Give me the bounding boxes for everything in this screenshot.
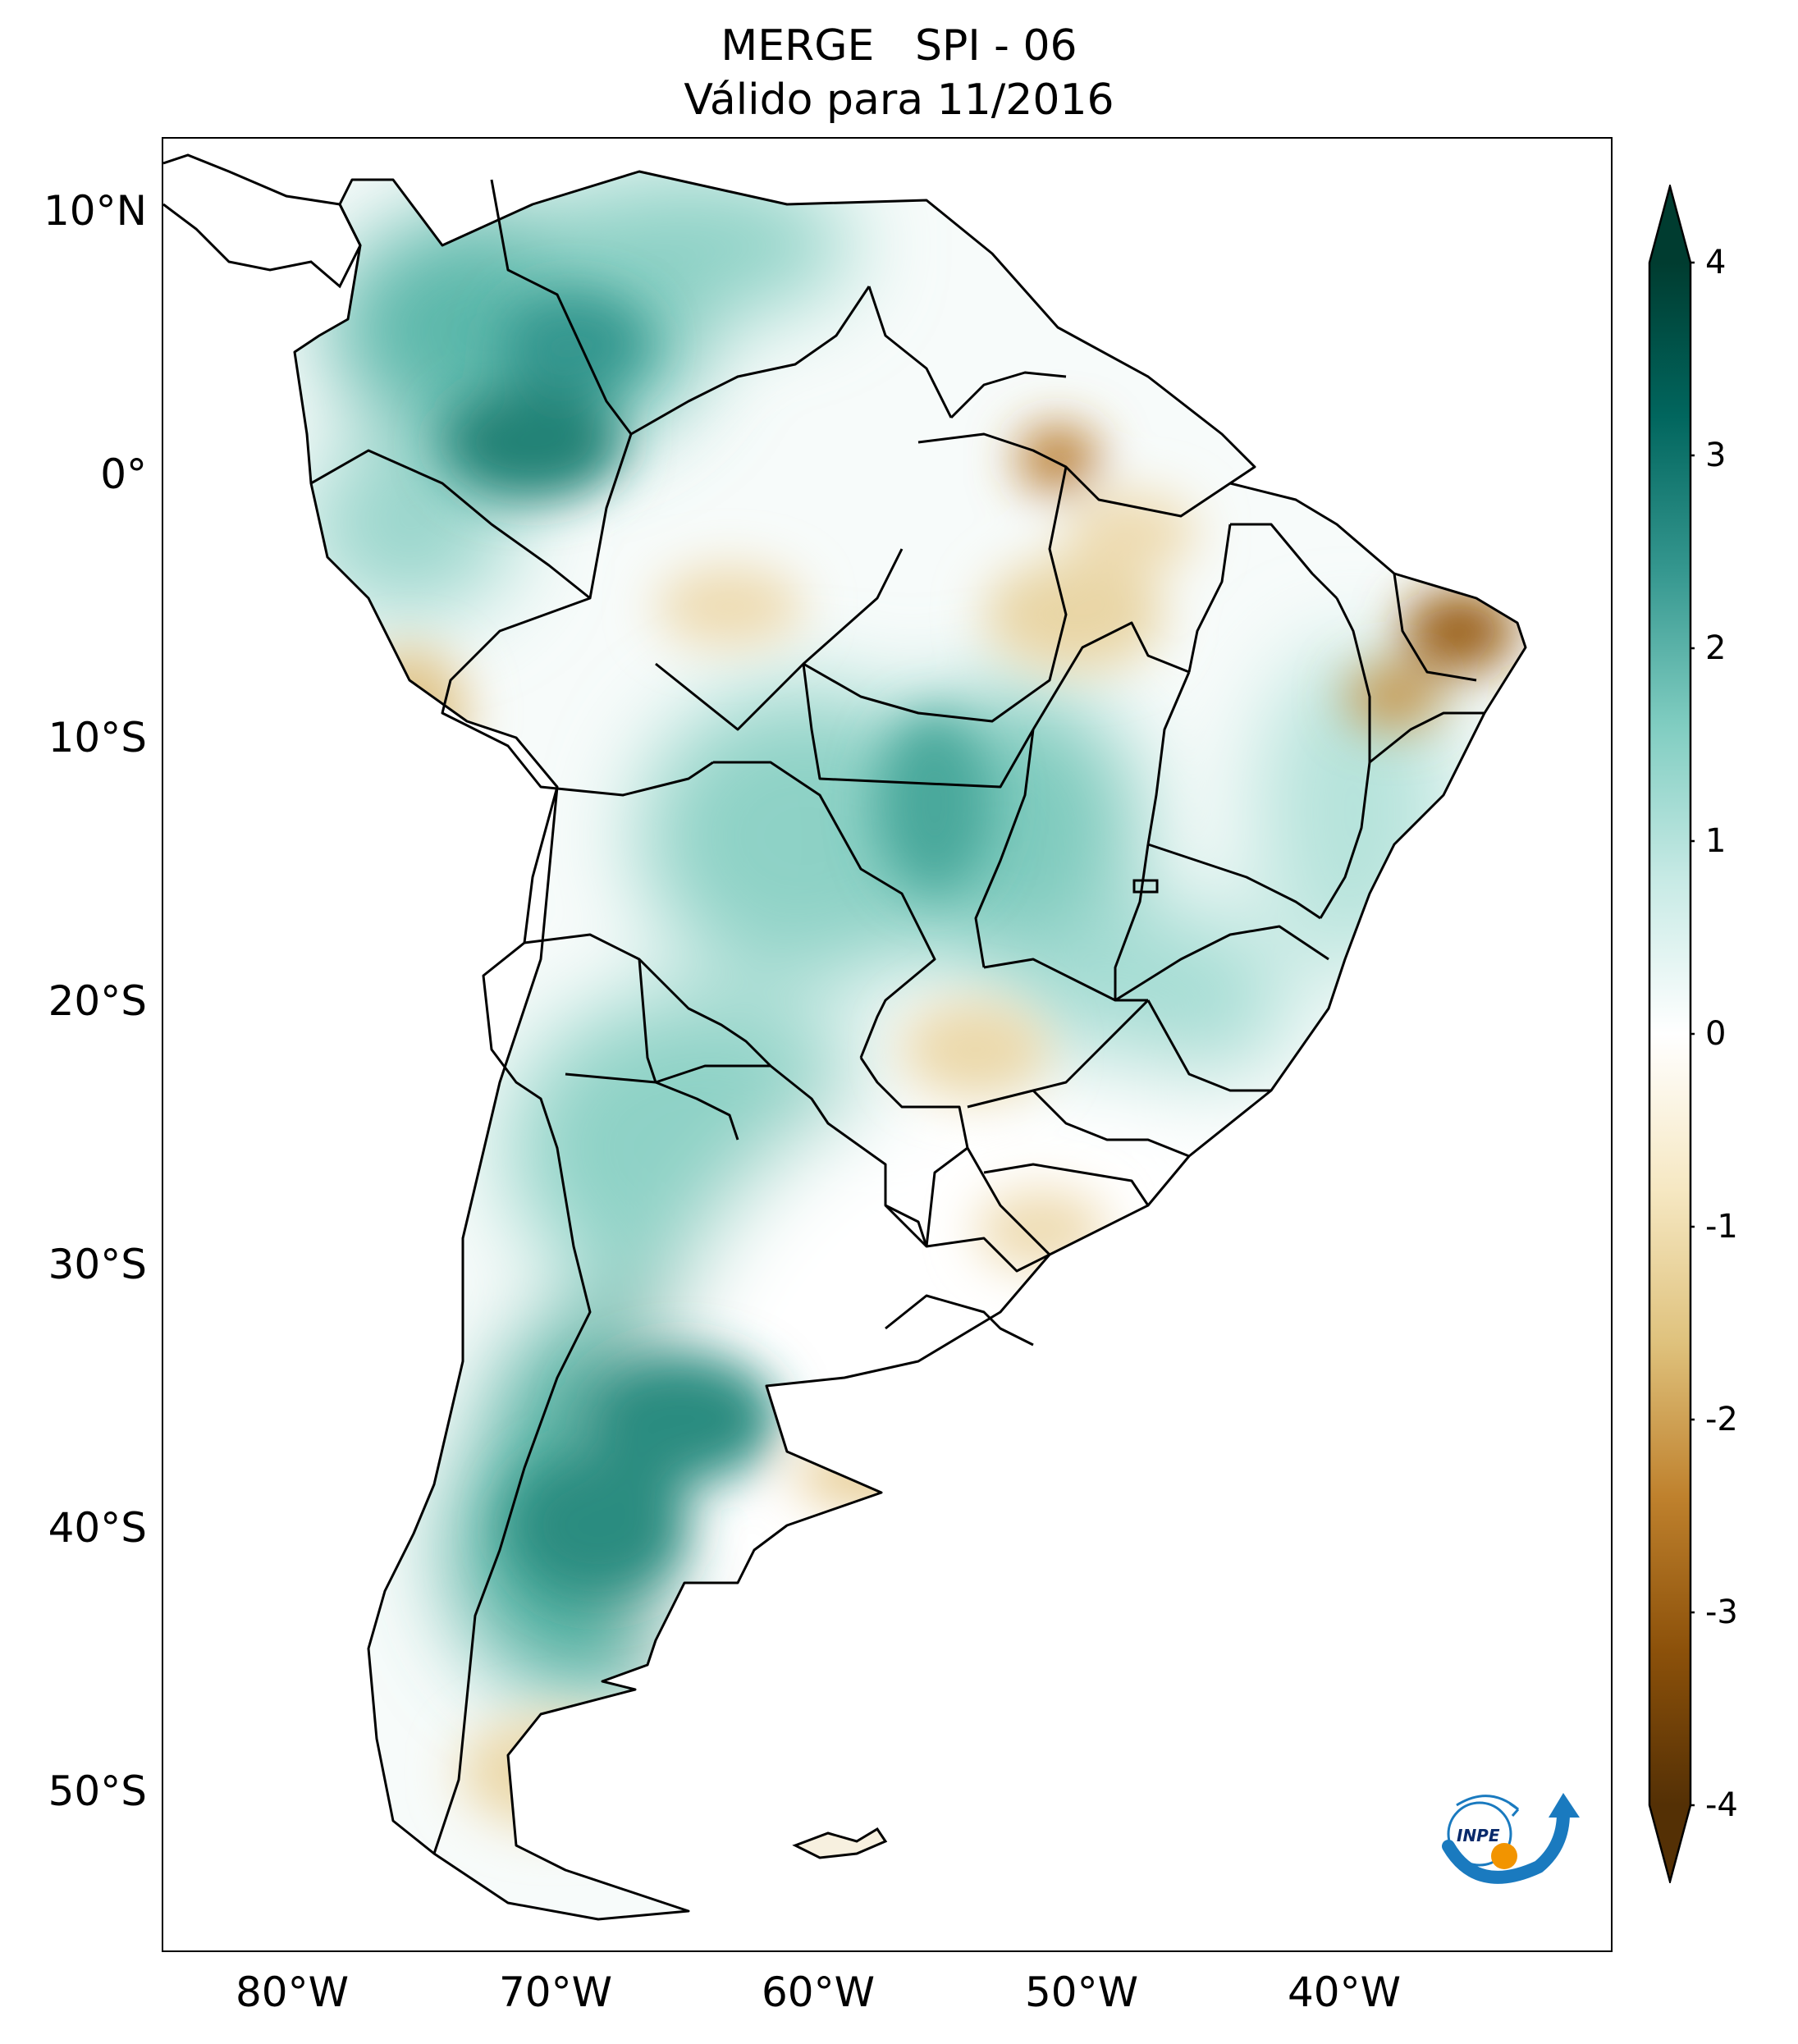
colorbar-tick-label: 1 [1705, 822, 1727, 860]
colorbar-tick-label: -3 [1705, 1594, 1738, 1631]
colorbar-extend-min [1649, 1805, 1690, 1882]
lat-tick-label: 10°N [43, 187, 147, 235]
lat-tick-label: 50°S [48, 1767, 147, 1815]
central-america-outline [163, 153, 362, 289]
coastline [293, 170, 1527, 1921]
lat-tick-label: 10°S [48, 714, 147, 761]
spi-colorbar [1648, 185, 1695, 1883]
colorbar-gradient [1649, 263, 1690, 1805]
lon-tick-label: 70°W [498, 1969, 613, 2016]
colorbar-tick-label: -1 [1705, 1208, 1738, 1246]
colorbar-tick-label: -2 [1705, 1401, 1738, 1438]
lon-tick-label: 60°W [761, 1969, 876, 2016]
political-borders [310, 179, 1485, 1854]
falkland-islands-outline [792, 1827, 888, 1859]
colorbar-tick-label: 3 [1705, 437, 1727, 474]
colorbar-tick-label: 2 [1705, 629, 1727, 667]
federal-district-outline [1132, 879, 1159, 894]
lon-tick-label: 40°W [1287, 1969, 1402, 2016]
lon-tick-label: 50°W [1024, 1969, 1139, 2016]
map-title: MERGE SPI - 06 [721, 21, 1077, 71]
colorbar-extend-max [1649, 186, 1690, 263]
map-panel [162, 137, 1613, 1952]
lon-tick-label: 80°W [235, 1969, 350, 2016]
colorbar-tick-label: 4 [1705, 244, 1727, 281]
lat-tick-label: 30°S [48, 1241, 147, 1288]
lat-tick-label: 20°S [48, 977, 147, 1025]
colorbar-tick-label: 0 [1705, 1015, 1727, 1053]
inpe-logo: INPE [1442, 1793, 1580, 1884]
lat-tick-label: 40°S [48, 1504, 147, 1552]
inpe-logo-text: INPE [1457, 1826, 1500, 1845]
lat-tick-label: 0° [100, 450, 147, 498]
spi-field [295, 171, 1526, 1919]
map-subtitle: Válido para 11/2016 [684, 75, 1114, 125]
colorbar-tick-label: -4 [1705, 1786, 1738, 1824]
